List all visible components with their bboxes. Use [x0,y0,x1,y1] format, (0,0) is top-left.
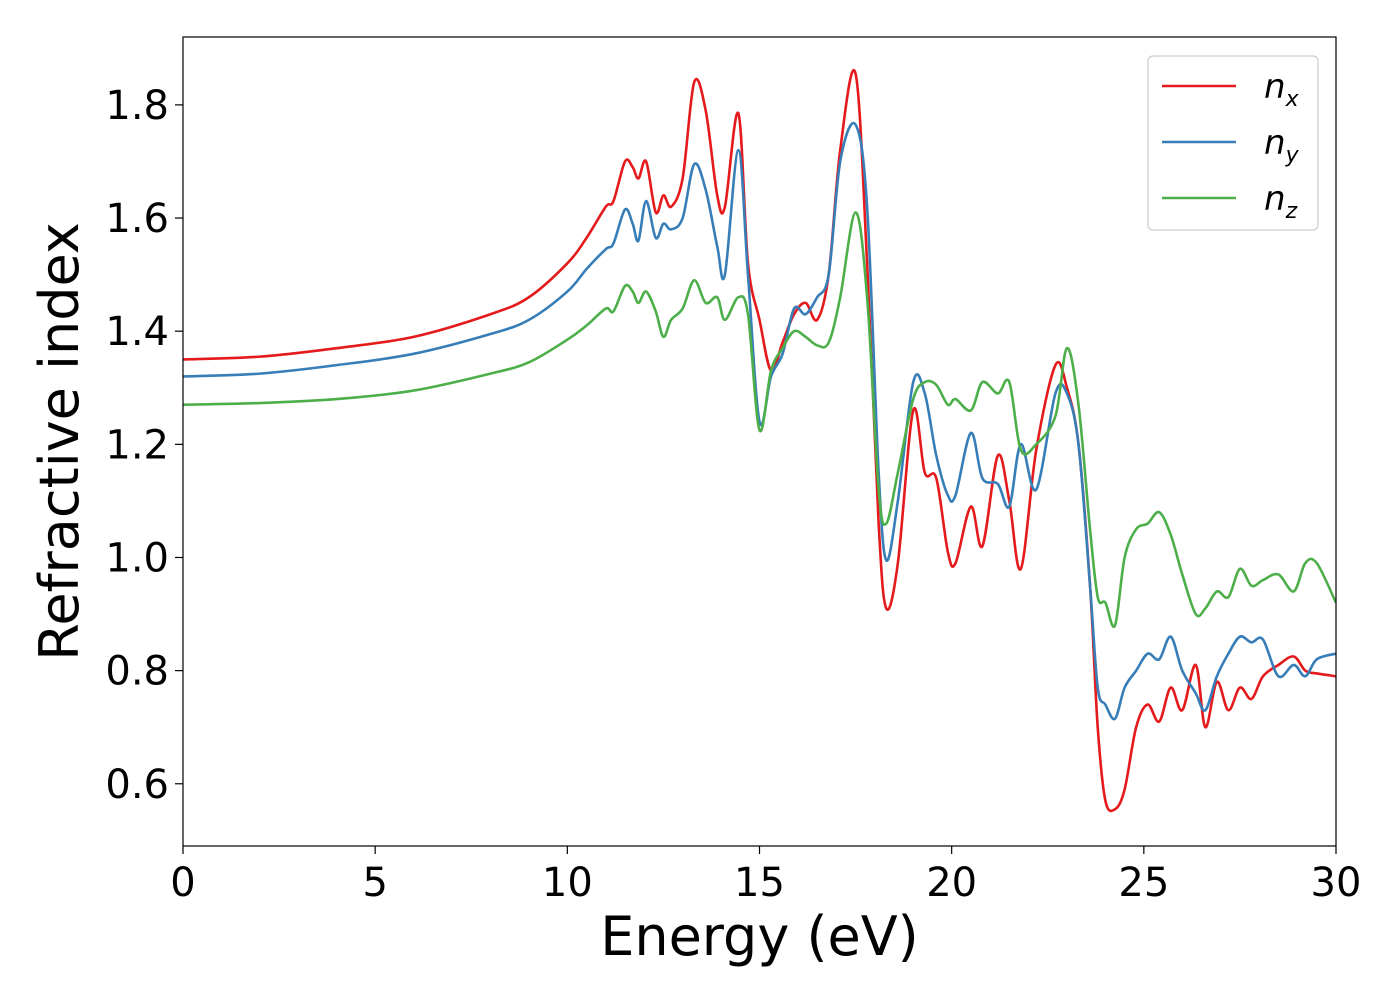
legend-entry: ny [1264,123,1300,168]
legend-entry: nz [1264,179,1298,224]
y-tick-label: 1.0 [105,535,169,581]
ticks-layer: 0 5 10 15 20 25 30 0.6 0.8 1.0 1.2 1.4 1.6 1.8 [105,83,1361,906]
x-tick-label: 5 [362,860,387,906]
series-line-n-z [183,211,1336,629]
legend: nx ny nz [1147,55,1319,231]
y-tick-label: 1.6 [105,196,169,242]
y-tick-label: 0.8 [105,649,169,695]
y-tick-label: 1.4 [105,309,169,355]
x-tick-label: 25 [1118,860,1169,906]
y-tick-label: 1.2 [105,422,169,468]
series-layer [183,69,1336,813]
series-line-n-y [183,121,1336,721]
y-tick-label: 1.8 [105,83,169,129]
series-line-n-x [183,69,1336,813]
x-tick-label: 0 [170,860,195,906]
x-axis-label: Energy (eV) [600,905,919,968]
x-tick-label: 30 [1311,860,1362,906]
x-tick-label: 15 [734,860,785,906]
x-tick-label: 20 [926,860,977,906]
y-axis-label: Refractive index [28,222,91,661]
y-tick-label: 0.6 [105,762,169,808]
x-tick-label: 10 [542,860,593,906]
legend-entry: nx [1264,67,1300,112]
